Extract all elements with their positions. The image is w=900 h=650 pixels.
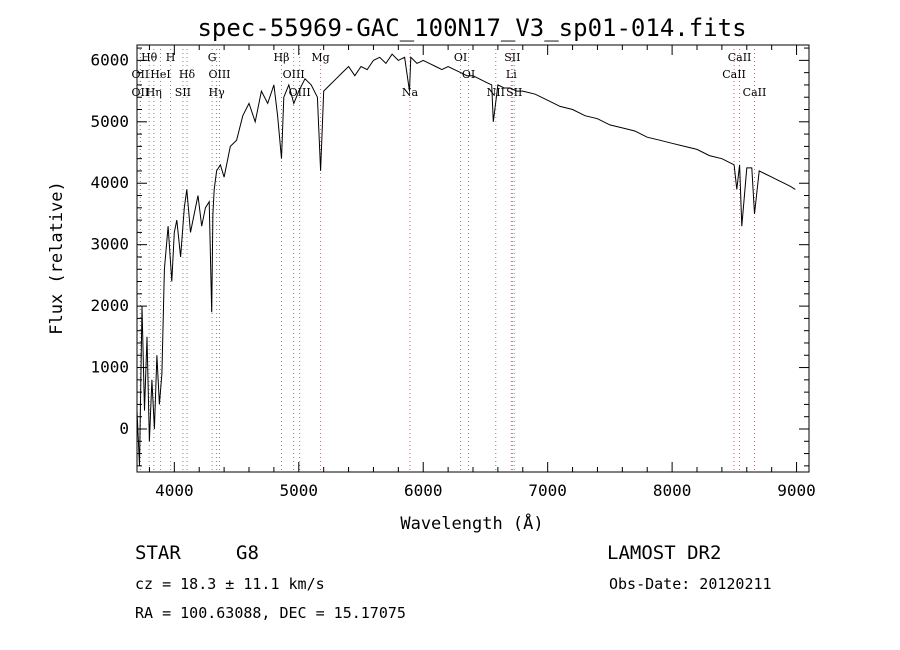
spectral-line-label: HeI [150, 68, 170, 81]
spectral-line-label: CaII [722, 68, 746, 81]
y-tick-label: 2000 [90, 296, 129, 315]
x-tick-label: 5000 [280, 481, 319, 500]
spectral-line-label: H [166, 51, 176, 64]
y-tick-label: 6000 [90, 50, 129, 69]
object-subclass: G8 [236, 542, 259, 564]
spectral-line-label: Mg [311, 51, 329, 64]
obs-date-text: Obs-Date: 20120211 [609, 575, 772, 593]
object-class: STAR [135, 542, 181, 564]
spectral-line-label: OI [462, 68, 475, 81]
axis-ticks: 4000 5000 6000 7000 8000 9000 0 1000 2000 3000 400… [90, 45, 816, 500]
y-tick-label: 3000 [90, 235, 129, 254]
coordinates-text: RA = 100.63088, DEC = 15.17075 [135, 604, 406, 622]
y-tick-label: 0 [119, 419, 129, 438]
x-axis-label: Wavelength (Å) [400, 512, 543, 534]
spectral-line-label: OIII [283, 68, 305, 81]
spectral-line-label: Hθ [141, 51, 158, 64]
x-tick-label: 9000 [777, 481, 816, 500]
spectral-line-label: OII [132, 68, 150, 81]
spectral-line-label: CaII [728, 51, 752, 64]
spectral-line-label: SII [504, 51, 520, 64]
chart-title: spec-55969-GAC_100N17_V3_sp01-014.fits [197, 14, 746, 42]
spectral-line-label: SII [506, 86, 522, 99]
x-tick-label: 8000 [653, 481, 692, 500]
spectral-line-label: Li [506, 68, 517, 81]
x-tick-label: 4000 [155, 481, 194, 500]
y-axis-label: Flux (relative) [47, 181, 67, 335]
spectral-line-label: OIII [208, 68, 230, 81]
spectral-line-label: Hδ [179, 68, 196, 81]
spectral-line-label: G [208, 51, 217, 64]
y-tick-label: 4000 [90, 173, 129, 192]
spectral-line-labels: Hθ H G Hβ Mg OI SII CaII OII HeI Hδ OIII OIII OI Li CaI… [132, 51, 767, 99]
spectral-line-label: Hγ [209, 86, 226, 99]
spectral-line-label: CaII [743, 86, 767, 99]
spectral-line-label: OII [132, 86, 150, 99]
x-tick-label: 6000 [404, 481, 443, 500]
spectral-line-label: NII [487, 86, 505, 99]
flux-series-line [136, 53, 796, 466]
spectral-line-markers [139, 45, 755, 472]
y-tick-label: 5000 [90, 112, 129, 131]
redshift-text: cz = 18.3 ± 11.1 km/s [135, 575, 325, 593]
spectral-line-label: OIII [289, 86, 311, 99]
spectral-line-label: Hη [146, 86, 162, 99]
spectral-line-label: Na [402, 86, 419, 99]
y-tick-label: 1000 [90, 358, 129, 377]
survey-name: LAMOST DR2 [607, 542, 722, 564]
x-tick-label: 7000 [528, 481, 567, 500]
spectral-line-label: SII [175, 86, 191, 99]
spectral-line-label: Hβ [274, 51, 290, 64]
spectral-line-label: OI [454, 51, 467, 64]
plot-frame [136, 44, 810, 473]
